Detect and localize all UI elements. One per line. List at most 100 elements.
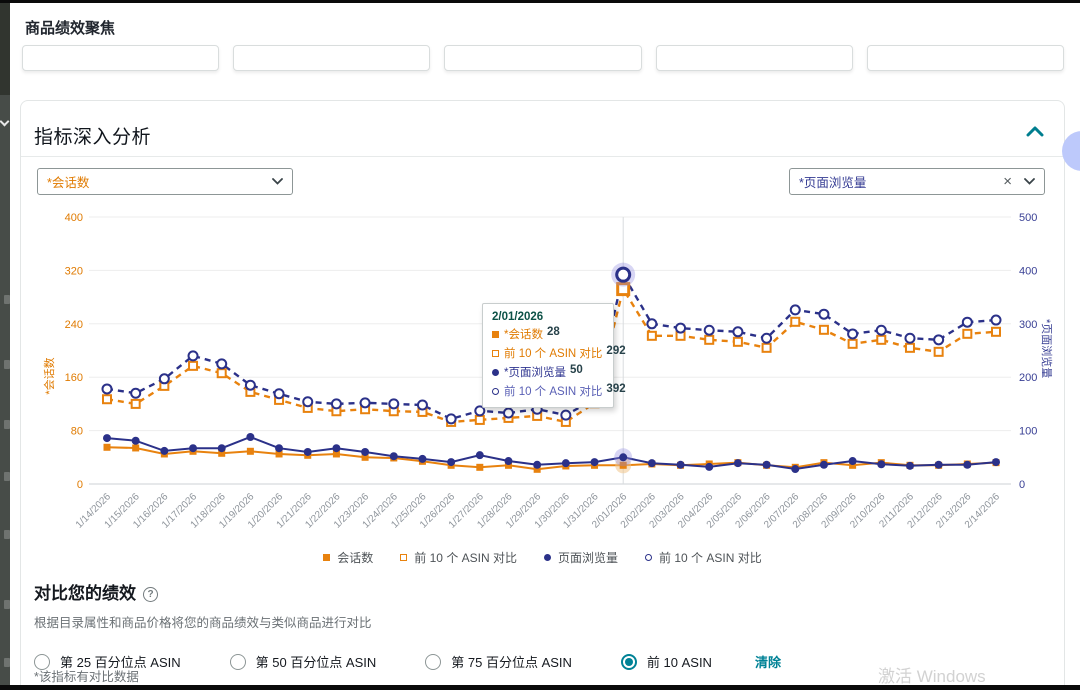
collapse-chevron-icon[interactable] bbox=[1026, 125, 1044, 139]
data-point-marker bbox=[103, 443, 111, 451]
data-point-marker bbox=[963, 460, 972, 469]
legend-marker-icon bbox=[400, 554, 408, 561]
legend-marker-icon bbox=[544, 554, 551, 561]
percentile-radio-option[interactable]: 第 75 百分位点 ASIN bbox=[425, 652, 572, 671]
data-point-marker bbox=[904, 342, 915, 353]
clear-selection-icon[interactable]: × bbox=[1003, 173, 1012, 190]
data-point-marker bbox=[561, 459, 570, 468]
data-point-marker bbox=[676, 460, 685, 469]
tooltip-row: *会话数 28 bbox=[492, 326, 604, 342]
legend-item: 前 10 个 ASIN 对比 bbox=[400, 549, 517, 566]
data-point-marker bbox=[616, 282, 631, 297]
data-point-marker bbox=[761, 342, 772, 353]
data-point-marker bbox=[504, 457, 513, 466]
radio-button-icon[interactable] bbox=[34, 653, 50, 670]
data-point-marker bbox=[933, 334, 945, 346]
data-point-marker bbox=[818, 324, 829, 335]
radio-button-icon[interactable] bbox=[620, 653, 637, 670]
legend-item: 前 10 个 ASIN 对比 bbox=[645, 549, 762, 566]
percentile-radio-option[interactable]: 第 25 百分位点 ASIN bbox=[34, 652, 181, 671]
data-point-marker bbox=[475, 451, 484, 460]
data-point-marker bbox=[244, 379, 256, 391]
data-point-marker bbox=[990, 314, 1002, 326]
data-point-marker bbox=[646, 330, 657, 341]
data-point-marker bbox=[849, 461, 857, 469]
data-point-marker bbox=[733, 459, 742, 468]
data-point-marker bbox=[332, 450, 340, 458]
data-point-marker bbox=[102, 394, 112, 405]
data-point-marker bbox=[130, 398, 141, 409]
data-point-marker bbox=[504, 461, 512, 469]
performance-chart[interactable]: 0 0 80 100 160 200 240 300 320 400 400 500 *会话数 *页面浏览… bbox=[21, 201, 1066, 551]
data-point-marker bbox=[876, 334, 887, 345]
y-axis-tick-right: 200 bbox=[1019, 372, 1037, 384]
radio-button-icon[interactable] bbox=[425, 653, 442, 670]
percentile-radio-option[interactable]: 前 10 ASIN bbox=[620, 652, 712, 671]
data-point-marker bbox=[962, 328, 973, 339]
left-axis-title: *会话数 bbox=[43, 357, 56, 394]
series-marker-icon bbox=[492, 368, 499, 376]
series-line bbox=[106, 435, 997, 471]
data-point-marker bbox=[705, 462, 714, 471]
right-axis-title: *页面浏览量 bbox=[1040, 319, 1054, 378]
tooltip-row: 前 10 个 ASIN 对比 392 bbox=[492, 383, 626, 399]
y-axis-tick-right: 100 bbox=[1019, 426, 1037, 438]
data-point-marker bbox=[275, 450, 283, 458]
left-metric-select[interactable]: *会话数 bbox=[37, 168, 293, 195]
data-point-marker bbox=[302, 396, 314, 408]
floating-scroll-button[interactable] bbox=[1062, 131, 1080, 171]
tooltip-row: *页面浏览量 50 bbox=[492, 364, 604, 380]
percentile-radio-option[interactable]: 第 50 百分位点 ASIN bbox=[229, 652, 376, 671]
divider bbox=[21, 156, 1064, 157]
series-marker-icon bbox=[492, 387, 499, 395]
radio-label: 第 75 百分位点 ASIN bbox=[451, 655, 572, 670]
legend-marker-icon bbox=[323, 554, 331, 561]
data-point-marker bbox=[703, 324, 715, 336]
chevron-icon bbox=[0, 116, 10, 127]
data-point-marker bbox=[791, 465, 800, 474]
data-point-marker bbox=[934, 460, 943, 469]
compare-title: 对比您的绩效 bbox=[34, 584, 136, 603]
compare-performance-section: 对比您的绩效? 根据目录属性和商品价格将您的商品绩效与类似商品进行对比 第 25… bbox=[34, 579, 1034, 671]
tooltip-date: 2/01/2026 bbox=[492, 311, 544, 323]
data-point-marker bbox=[847, 328, 859, 340]
data-point-marker bbox=[275, 444, 284, 453]
series-marker-icon bbox=[492, 349, 499, 357]
series-line bbox=[106, 446, 997, 471]
data-point-marker bbox=[991, 326, 1001, 337]
y-axis-tick-right: 400 bbox=[1019, 265, 1037, 277]
help-icon[interactable]: ? bbox=[143, 587, 158, 602]
data-point-marker bbox=[418, 454, 427, 463]
radio-button-icon[interactable] bbox=[229, 653, 246, 670]
data-point-marker bbox=[447, 458, 456, 467]
panel-title: 指标深入分析 bbox=[34, 127, 152, 148]
series-marker-icon bbox=[492, 330, 499, 338]
data-point-marker bbox=[646, 318, 658, 330]
radio-label: 第 25 百分位点 ASIN bbox=[60, 655, 181, 670]
data-point-marker bbox=[905, 461, 914, 470]
legend-marker-icon bbox=[645, 554, 653, 561]
data-point-marker bbox=[704, 334, 715, 345]
data-point-marker bbox=[359, 397, 371, 409]
data-point-marker bbox=[187, 350, 199, 362]
data-point-marker bbox=[474, 414, 485, 425]
data-point-marker bbox=[619, 461, 627, 469]
data-point-marker bbox=[332, 444, 341, 453]
clear-button[interactable]: 清除 bbox=[754, 655, 781, 670]
y-axis-tick-left: 240 bbox=[65, 319, 83, 331]
tooltip-value: 292 bbox=[606, 345, 626, 357]
data-point-marker bbox=[189, 444, 198, 453]
data-point-marker bbox=[330, 398, 342, 410]
data-point-marker bbox=[246, 447, 254, 455]
y-axis-tick-right: 500 bbox=[1019, 212, 1037, 224]
data-point-marker bbox=[875, 324, 887, 336]
data-point-marker bbox=[904, 332, 916, 344]
comparison-footnote: *该指标有对比数据 bbox=[34, 670, 139, 684]
right-metric-select[interactable]: *页面浏览量 × bbox=[789, 168, 1045, 195]
data-point-marker bbox=[590, 458, 599, 467]
data-point-marker bbox=[218, 449, 226, 457]
chart-tooltip: 2/01/2026 *会话数 28 前 10 个 ASIN 对比 292 *页面浏览量 5… bbox=[482, 303, 626, 408]
metric-card bbox=[22, 45, 220, 71]
metric-card bbox=[655, 45, 853, 71]
data-point-marker bbox=[388, 398, 400, 410]
